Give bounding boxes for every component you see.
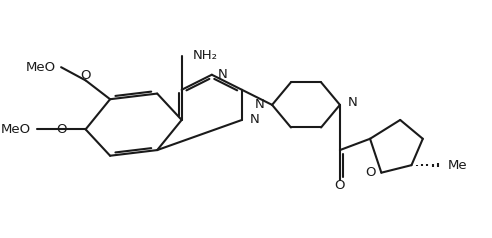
- Text: N: N: [255, 98, 265, 111]
- Text: O: O: [335, 179, 345, 192]
- Text: MeO: MeO: [25, 61, 56, 74]
- Text: Me: Me: [447, 159, 467, 172]
- Text: O: O: [80, 69, 91, 82]
- Text: MeO: MeO: [1, 123, 31, 136]
- Text: NH₂: NH₂: [193, 50, 218, 62]
- Text: O: O: [365, 166, 376, 179]
- Text: N: N: [347, 96, 357, 109]
- Text: N: N: [217, 68, 227, 81]
- Text: O: O: [56, 123, 66, 136]
- Text: N: N: [249, 114, 259, 126]
